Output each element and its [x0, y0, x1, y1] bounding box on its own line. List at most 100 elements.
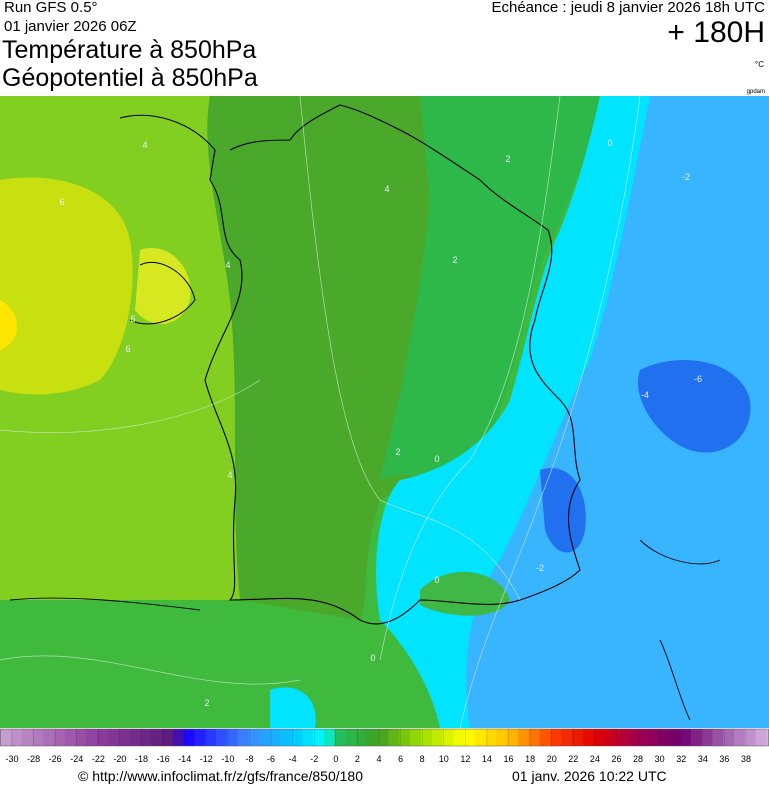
contour-label: 4 — [227, 470, 232, 480]
scale-swatch — [734, 729, 746, 746]
contour-label: -6 — [694, 374, 702, 384]
scale-swatch — [615, 729, 627, 746]
scale-swatch — [183, 729, 195, 746]
scale-swatch — [604, 729, 616, 746]
scale-swatch — [43, 729, 55, 746]
scale-swatch — [215, 729, 228, 746]
scale-swatch — [226, 729, 238, 746]
source-url: © http://www.infoclimat.fr/z/gfs/france/… — [78, 768, 363, 784]
scale-swatch — [248, 729, 260, 746]
scale-swatch — [161, 729, 174, 746]
scale-swatch — [86, 729, 98, 746]
valid-time: Echéance : jeudi 8 janvier 2026 18h UTC — [491, 0, 765, 16]
scale-swatch — [280, 729, 292, 746]
scale-swatch — [151, 729, 163, 746]
scale-swatch — [572, 729, 584, 746]
contour-label: 2 — [204, 698, 209, 708]
contour-label: -2 — [682, 172, 690, 182]
scale-tick-label: -8 — [245, 754, 253, 764]
scale-swatch — [237, 729, 249, 746]
title: Température à 850hPa — [2, 36, 257, 64]
scale-swatch — [766, 729, 769, 746]
scale-tick-label: 8 — [420, 754, 425, 764]
scale-tick-label: 10 — [439, 754, 449, 764]
scale-swatch — [21, 729, 33, 746]
contour-label: 4 — [142, 140, 147, 150]
scale-tick-label: 26 — [611, 754, 621, 764]
warm-zone — [0, 177, 133, 395]
scale-tick-label: 38 — [741, 754, 751, 764]
contour-label: 4 — [384, 184, 389, 194]
scale-swatch — [539, 729, 551, 746]
scale-swatch — [53, 729, 66, 746]
scale-swatch — [485, 729, 498, 746]
scale-tick-label: 24 — [590, 754, 600, 764]
scale-tick-label: -14 — [178, 754, 191, 764]
contour — [0, 379, 261, 433]
scale-swatch — [269, 729, 282, 746]
scale-tick-label: 18 — [525, 754, 535, 764]
scale-tick-label: -30 — [5, 754, 18, 764]
scale-tick-label: -28 — [27, 754, 40, 764]
scale-swatch — [420, 729, 433, 746]
contour-unit: gpdam — [746, 89, 765, 95]
northeast-zone — [380, 96, 600, 480]
scale-swatch — [442, 729, 454, 746]
scale-swatch — [464, 729, 476, 746]
scale-swatch — [323, 729, 336, 746]
scale-swatch — [550, 729, 562, 746]
scale-tick-label: -26 — [49, 754, 62, 764]
scale-swatch — [723, 729, 735, 746]
map: 4 6 4 6 6 4 2 2 0 -2 -6 -4 2 0 4 0 0 2 -2 — [0, 96, 769, 728]
scale-swatch — [690, 729, 703, 746]
contour — [459, 96, 641, 728]
scale-swatch — [593, 729, 605, 746]
scale-tick-label: -2 — [310, 754, 318, 764]
contours — [0, 96, 641, 728]
cold-core — [638, 360, 751, 453]
scale-tick-label: -18 — [135, 754, 148, 764]
scale-swatch — [205, 729, 217, 746]
scale-swatch — [367, 729, 379, 746]
scale-tick-label: 14 — [482, 754, 492, 764]
scale-tick-label: 0 — [333, 754, 338, 764]
scale-swatch — [0, 729, 12, 746]
scale-tick-label: 22 — [568, 754, 578, 764]
contour — [299, 96, 521, 601]
scale-swatch — [377, 729, 390, 746]
color-scale: -30 -28 -26 -24 -22 -20 -18 -16 -14 -12 -10 -8 -6 -4-… — [0, 728, 769, 764]
scale-swatch — [388, 729, 400, 746]
generated-time: 01 janv. 2026 10:22 UTC — [512, 768, 667, 784]
scale-tick-label: -20 — [113, 754, 126, 764]
scale-tick-label: -16 — [157, 754, 170, 764]
scale-tick-label: 2 — [355, 754, 360, 764]
scale-swatch — [528, 729, 541, 746]
contour-label: 2 — [395, 447, 400, 457]
scale-tick-label: 16 — [504, 754, 514, 764]
scale-swatch — [118, 729, 131, 746]
contour-label: 6 — [125, 344, 130, 354]
contour-label: 0 — [434, 575, 439, 585]
scale-swatch — [507, 729, 519, 746]
scale-swatch — [636, 729, 649, 746]
scale-tick-label: 4 — [376, 754, 381, 764]
scale-swatch — [356, 729, 368, 746]
scale-tick-label: -24 — [70, 754, 83, 764]
scale-swatch — [755, 729, 767, 746]
scale-swatch — [496, 729, 508, 746]
run-date: 01 janvier 2026 06Z — [4, 18, 137, 35]
scale-swatch — [129, 729, 141, 746]
lead-time: + 180H — [667, 16, 765, 49]
scale-swatch — [345, 729, 357, 746]
scale-swatch — [140, 729, 152, 746]
scale-swatch — [626, 729, 638, 746]
scale-tick-label: -12 — [200, 754, 213, 764]
scale-swatch — [669, 729, 681, 746]
scale-tick-label: -22 — [92, 754, 105, 764]
scale-tick-label: -6 — [267, 754, 275, 764]
colder-zone — [466, 96, 769, 728]
scale-swatch — [431, 729, 444, 746]
scale-swatch — [701, 729, 713, 746]
contour-label: 0 — [607, 138, 612, 148]
